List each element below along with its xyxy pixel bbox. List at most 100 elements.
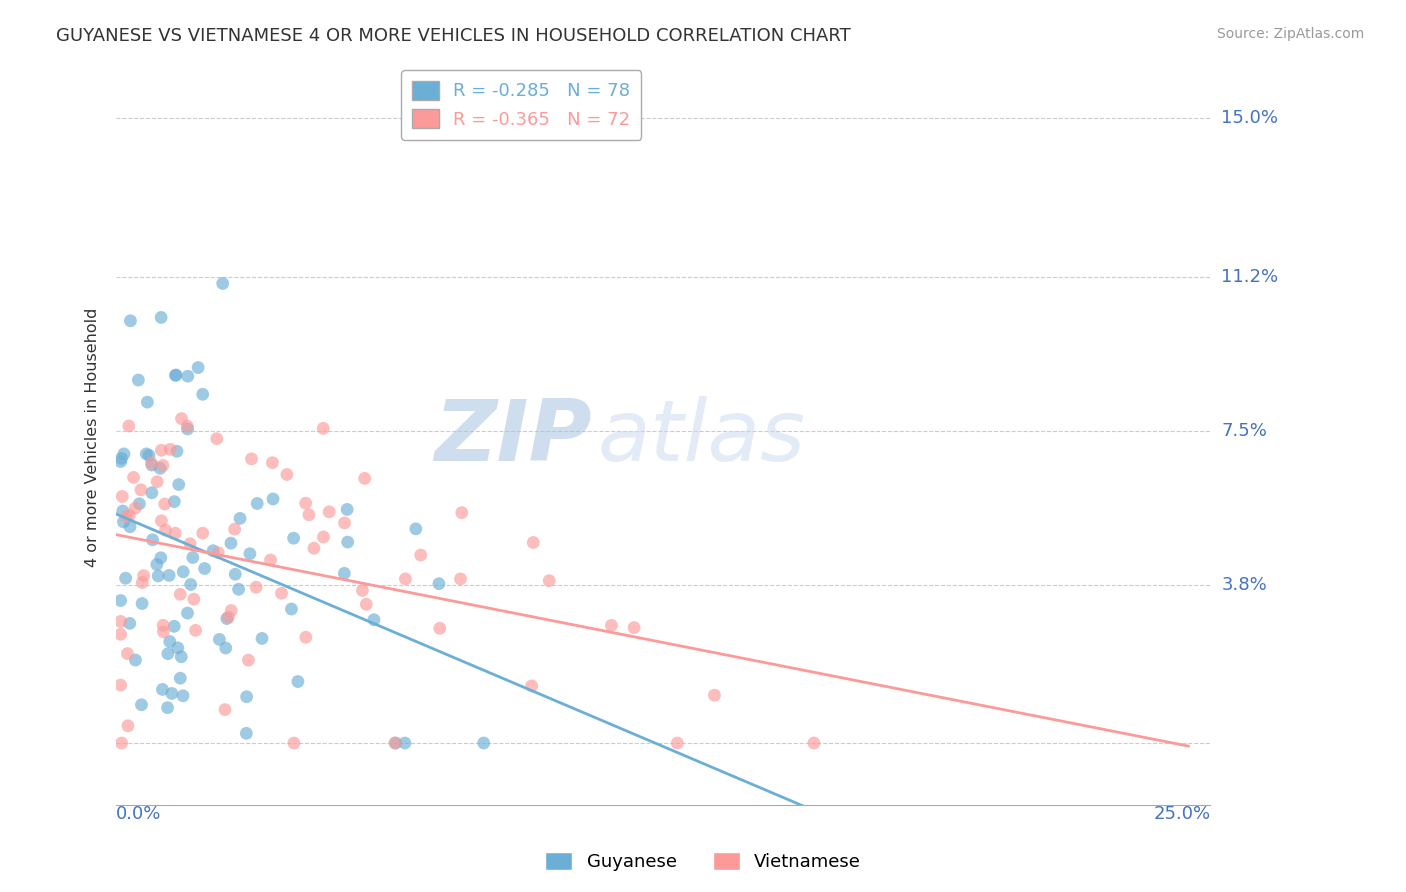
Point	[312, 421, 335, 435]
Point	[142, 533, 165, 547]
Point	[120, 314, 142, 328]
Point	[450, 572, 472, 586]
Point	[208, 632, 231, 647]
Point	[623, 621, 645, 635]
Point	[159, 442, 181, 457]
Point	[159, 634, 181, 648]
Point	[127, 373, 149, 387]
Point	[294, 496, 316, 510]
Point	[240, 451, 263, 466]
Point	[270, 586, 292, 600]
Point	[111, 504, 134, 518]
Point	[283, 736, 305, 750]
Point	[122, 470, 145, 484]
Point	[156, 647, 179, 661]
Point	[202, 543, 225, 558]
Point	[149, 461, 172, 475]
Point	[152, 458, 174, 473]
Point	[262, 491, 284, 506]
Point	[803, 736, 825, 750]
Point	[176, 419, 198, 434]
Point	[298, 508, 321, 522]
Point	[110, 454, 132, 468]
Point	[165, 368, 187, 383]
Point	[118, 419, 141, 434]
Point	[156, 700, 179, 714]
Point	[166, 444, 188, 458]
Point	[703, 688, 725, 702]
Point	[117, 719, 139, 733]
Point	[472, 736, 495, 750]
Point	[181, 550, 204, 565]
Text: 11.2%: 11.2%	[1222, 268, 1278, 285]
Text: 25.0%: 25.0%	[1153, 805, 1211, 823]
Text: 15.0%: 15.0%	[1222, 110, 1278, 128]
Point	[276, 467, 298, 482]
Point	[384, 736, 406, 750]
Point	[353, 471, 375, 485]
Point	[394, 572, 416, 586]
Text: 0.0%: 0.0%	[117, 805, 162, 823]
Legend: Guyanese, Vietnamese: Guyanese, Vietnamese	[537, 845, 869, 879]
Point	[141, 458, 163, 472]
Point	[333, 516, 356, 530]
Point	[136, 395, 159, 409]
Point	[352, 583, 374, 598]
Point	[110, 627, 132, 641]
Point	[132, 568, 155, 582]
Point	[666, 736, 689, 750]
Point	[183, 592, 205, 607]
Point	[259, 553, 281, 567]
Point	[169, 587, 191, 601]
Point	[157, 568, 180, 582]
Point	[110, 451, 132, 466]
Text: atlas: atlas	[598, 395, 806, 478]
Point	[166, 640, 188, 655]
Text: 3.8%: 3.8%	[1222, 576, 1267, 594]
Text: Source: ZipAtlas.com: Source: ZipAtlas.com	[1216, 27, 1364, 41]
Text: ZIP: ZIP	[434, 395, 592, 478]
Point	[336, 502, 359, 516]
Point	[520, 679, 543, 693]
Point	[287, 674, 309, 689]
Point	[131, 597, 153, 611]
Point	[384, 736, 406, 750]
Point	[110, 593, 132, 607]
Point	[538, 574, 561, 588]
Point	[283, 531, 305, 545]
Point	[363, 613, 385, 627]
Point	[115, 509, 138, 524]
Point	[405, 522, 427, 536]
Point	[217, 610, 239, 624]
Point	[172, 689, 194, 703]
Point	[148, 569, 170, 583]
Point	[191, 387, 214, 401]
Point	[165, 368, 187, 382]
Point	[429, 621, 451, 635]
Point	[179, 537, 201, 551]
Text: GUYANESE VS VIETNAMESE 4 OR MORE VEHICLES IN HOUSEHOLD CORRELATION CHART: GUYANESE VS VIETNAMESE 4 OR MORE VEHICLE…	[56, 27, 851, 45]
Point	[146, 475, 169, 489]
Point	[600, 618, 623, 632]
Point	[141, 456, 163, 470]
Point	[118, 616, 141, 631]
Point	[149, 550, 172, 565]
Point	[229, 511, 252, 525]
Point	[211, 277, 233, 291]
Point	[131, 575, 153, 590]
Point	[117, 647, 139, 661]
Point	[169, 671, 191, 685]
Point	[112, 447, 135, 461]
Point	[135, 447, 157, 461]
Point	[155, 523, 177, 537]
Point	[246, 496, 269, 510]
Point	[187, 360, 209, 375]
Point	[170, 411, 193, 425]
Point	[138, 448, 160, 462]
Point	[176, 422, 198, 436]
Point	[110, 615, 132, 629]
Point	[118, 519, 141, 533]
Point	[184, 624, 207, 638]
Point	[177, 369, 200, 384]
Point	[235, 690, 257, 704]
